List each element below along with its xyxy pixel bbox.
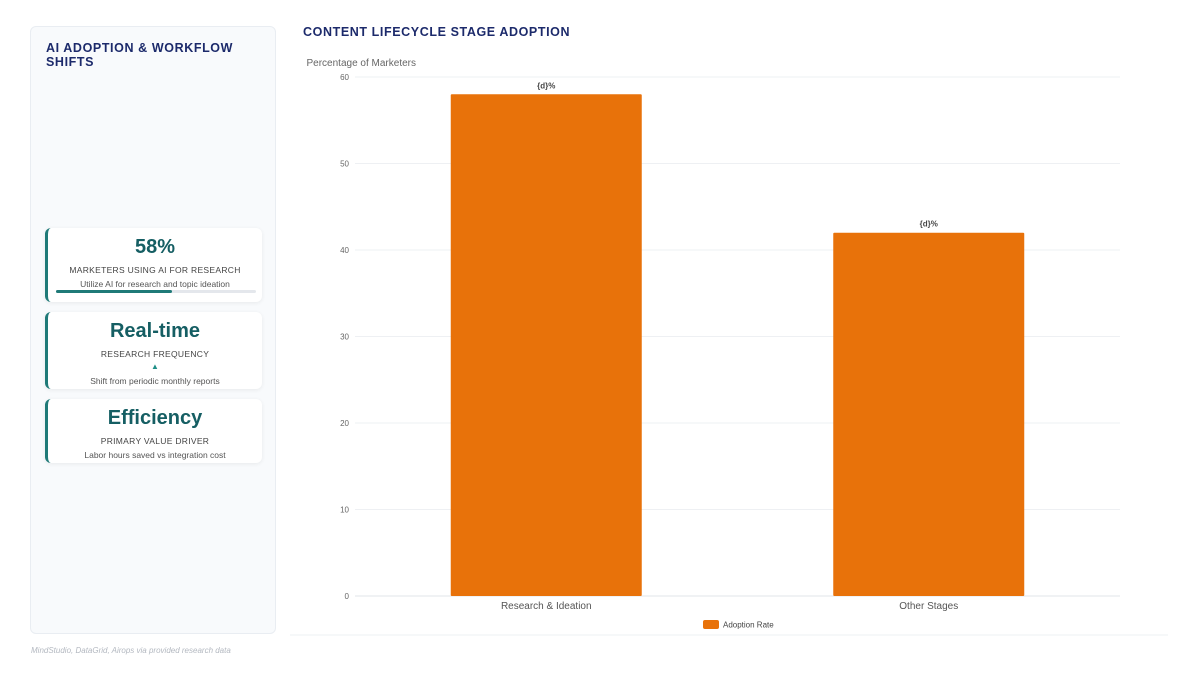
source-footnote: MindStudio, DataGrid, Airops via provide…: [31, 646, 231, 655]
bar: [450, 94, 642, 597]
stat-description: Utilize AI for research and topic ideati…: [80, 279, 230, 289]
y-tick-label: 10: [340, 506, 349, 515]
sidebar-title: AI ADOPTION & WORKFLOW SHIFTS: [46, 41, 234, 69]
chart-title: CONTENT LIFECYCLE STAGE ADOPTION: [303, 25, 571, 39]
stat-value: Efficiency: [107, 407, 203, 429]
stat-card-frequency: Real-time RESEARCH FREQUENCY ▲ Shift fro…: [45, 312, 262, 389]
stat-label: MARKETERS USING AI FOR RESEARCH: [69, 265, 241, 275]
stat-card-research: 58% MARKETERS USING AI FOR RESEARCH Util…: [45, 228, 262, 302]
progress-track: [56, 290, 256, 293]
y-axis-label: Percentage of Marketers: [307, 58, 417, 69]
stat-value: Real-time: [109, 320, 201, 342]
y-tick-label: 40: [340, 246, 349, 255]
stat-value: 58%: [134, 236, 176, 258]
y-tick-label: 30: [340, 333, 349, 342]
legend-label: Adoption Rate: [723, 621, 774, 630]
y-tick-label: 0: [345, 592, 350, 601]
x-tick-label: Research & Ideation: [501, 601, 592, 612]
data-label: {d}%: [537, 81, 555, 90]
stat-description: Shift from periodic monthly reports: [90, 376, 220, 386]
bar: [833, 232, 1025, 596]
y-tick-label: 50: [340, 160, 349, 169]
y-tick-label: 60: [340, 73, 349, 82]
data-label: {d}%: [920, 220, 938, 229]
y-tick-label: 20: [340, 419, 349, 428]
stat-label: PRIMARY VALUE DRIVER: [100, 436, 210, 446]
stat-label: RESEARCH FREQUENCY: [100, 349, 210, 359]
stat-description: Labor hours saved vs integration cost: [84, 450, 226, 460]
sidebar-panel: AI ADOPTION & WORKFLOW SHIFTS 58% MARKET…: [30, 26, 276, 634]
stat-card-value-driver: Efficiency PRIMARY VALUE DRIVER Labor ho…: [45, 399, 262, 463]
x-tick-label: Other Stages: [899, 601, 958, 612]
progress-fill: [56, 290, 172, 293]
trend-up-icon: ▲: [151, 362, 159, 371]
legend-swatch: [703, 620, 719, 629]
